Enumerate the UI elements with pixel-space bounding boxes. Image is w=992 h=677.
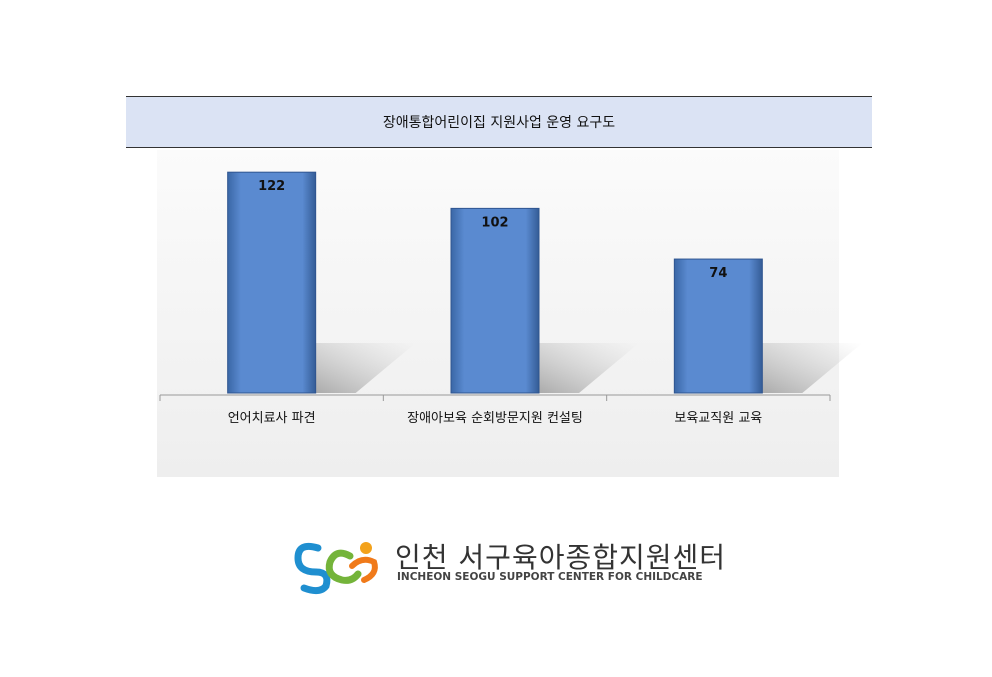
value-label: 102 [481,215,508,230]
logo-name: 인천 서구육아종합지원센터 [395,541,727,574]
bar-shadow [762,343,863,393]
logo-mark [294,542,378,595]
value-label: 74 [709,266,727,281]
bar-shadow [315,343,416,393]
x-tick-label: 언어치료사 파견 [227,411,316,426]
value-label: 122 [258,179,285,194]
bar [227,171,317,394]
chart-title: 장애통합어린이집 지원사업 운영 요구도 [126,96,872,148]
logo-subtitle: INCHEON SEOGU SUPPORT CENTER FOR CHILDCA… [397,571,703,583]
bar [450,207,540,394]
x-tick-label: 장애아보육 순회방문지원 컨설팅 [407,411,583,426]
x-tick-label: 보육교직원 교육 [674,411,763,426]
bar-shadow [539,343,639,393]
bar [673,258,763,394]
